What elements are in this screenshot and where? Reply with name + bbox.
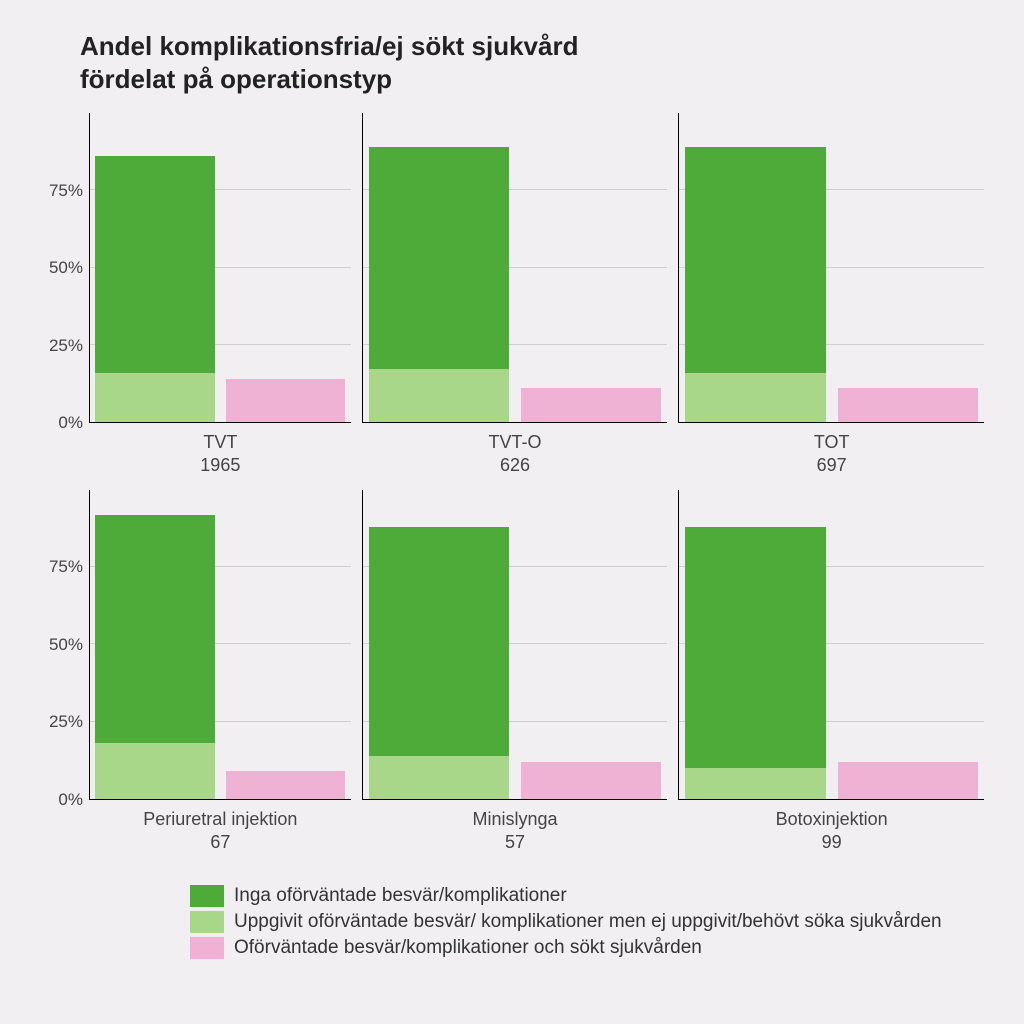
bar-segment-minor-complications <box>95 373 215 422</box>
category-count: 57 <box>363 831 668 854</box>
chart-panel: 0% 25% 50% 75% Periuretral injektion67 <box>40 490 351 855</box>
bar-segment-minor-complications <box>369 369 509 422</box>
stacked-bar <box>95 156 215 422</box>
x-axis-label: Minislynga57 <box>357 808 668 855</box>
single-bar <box>838 762 978 799</box>
y-tick-label: 25% <box>49 712 83 732</box>
x-axis-label: TOT697 <box>673 431 984 478</box>
bar-segment-no-complications <box>369 147 509 369</box>
chart-panel: 0% 25% 50% 75% TVT1965 <box>40 113 351 478</box>
bar-segment-minor-complications <box>685 373 825 422</box>
chart-panel: Minislynga57 <box>357 490 668 855</box>
category-name: Minislynga <box>363 808 668 831</box>
title-line-1: Andel komplikationsfria/ej sökt sjukvård <box>80 31 578 61</box>
category-count: 67 <box>90 831 351 854</box>
bar-segment-no-complications <box>95 515 215 744</box>
bar-segment-no-complications <box>95 156 215 372</box>
legend-swatch <box>190 911 224 933</box>
x-axis-label: Periuretral injektion67 <box>40 808 351 855</box>
x-axis-label: TVT-O626 <box>357 431 668 478</box>
stacked-bar <box>369 147 509 422</box>
x-axis-label: TVT1965 <box>40 431 351 478</box>
bar-segment-minor-complications <box>95 743 215 799</box>
category-name: TVT-O <box>363 431 668 454</box>
single-bar <box>226 379 346 422</box>
chart-panel: Botoxinjektion99 <box>673 490 984 855</box>
legend-item: Uppgivit oförväntade besvär/ komplikatio… <box>190 911 984 933</box>
bar-segment-minor-complications <box>685 768 825 799</box>
plot-area <box>363 113 668 423</box>
y-axis: 0%25%50%75% <box>40 113 90 423</box>
bar-segment-no-complications <box>685 527 825 768</box>
category-count: 99 <box>679 831 984 854</box>
stacked-bar <box>369 527 509 799</box>
category-count: 697 <box>679 454 984 477</box>
single-bar <box>226 771 346 799</box>
y-axis: 0%25%50%75% <box>40 490 90 800</box>
plot-area <box>90 113 351 423</box>
legend: Inga oförväntade besvär/komplikationer Up… <box>190 885 984 959</box>
category-name: TOT <box>679 431 984 454</box>
plot-area <box>679 490 984 800</box>
chart-panel: TVT-O626 <box>357 113 668 478</box>
single-bar <box>521 762 661 799</box>
x-axis-label: Botoxinjektion99 <box>673 808 984 855</box>
title-line-2: fördelat på operationstyp <box>80 64 392 94</box>
y-tick-label: 75% <box>49 557 83 577</box>
category-name: TVT <box>90 431 351 454</box>
legend-label: Inga oförväntade besvär/komplikationer <box>234 885 567 907</box>
legend-item: Oförväntade besvär/komplikationer och sö… <box>190 937 984 959</box>
legend-item: Inga oförväntade besvär/komplikationer <box>190 885 984 907</box>
legend-label: Uppgivit oförväntade besvär/ komplikatio… <box>234 911 942 933</box>
bar-segment-no-complications <box>369 527 509 756</box>
y-tick-label: 50% <box>49 258 83 278</box>
category-name: Periuretral injektion <box>90 808 351 831</box>
stacked-bar <box>685 527 825 799</box>
legend-swatch <box>190 885 224 907</box>
y-tick-label: 0% <box>58 413 83 433</box>
plot-area <box>363 490 668 800</box>
y-tick-label: 50% <box>49 635 83 655</box>
y-tick-label: 0% <box>58 790 83 810</box>
stacked-bar <box>95 515 215 799</box>
category-name: Botoxinjektion <box>679 808 984 831</box>
plot-area <box>679 113 984 423</box>
bar-segment-minor-complications <box>369 756 509 799</box>
y-tick-label: 75% <box>49 181 83 201</box>
category-count: 626 <box>363 454 668 477</box>
plot-area <box>90 490 351 800</box>
legend-swatch <box>190 937 224 959</box>
y-tick-label: 25% <box>49 336 83 356</box>
single-bar <box>521 388 661 422</box>
legend-label: Oförväntade besvär/komplikationer och sö… <box>234 937 702 959</box>
chart-panel: TOT697 <box>673 113 984 478</box>
bar-segment-no-complications <box>685 147 825 373</box>
stacked-bar <box>685 147 825 422</box>
chart-title: Andel komplikationsfria/ej sökt sjukvård… <box>80 30 984 95</box>
single-bar <box>838 388 978 422</box>
category-count: 1965 <box>90 454 351 477</box>
chart-grid: 0%25%50%75%TVT1965TVT-O626TOT6970%25%50%… <box>40 113 984 855</box>
